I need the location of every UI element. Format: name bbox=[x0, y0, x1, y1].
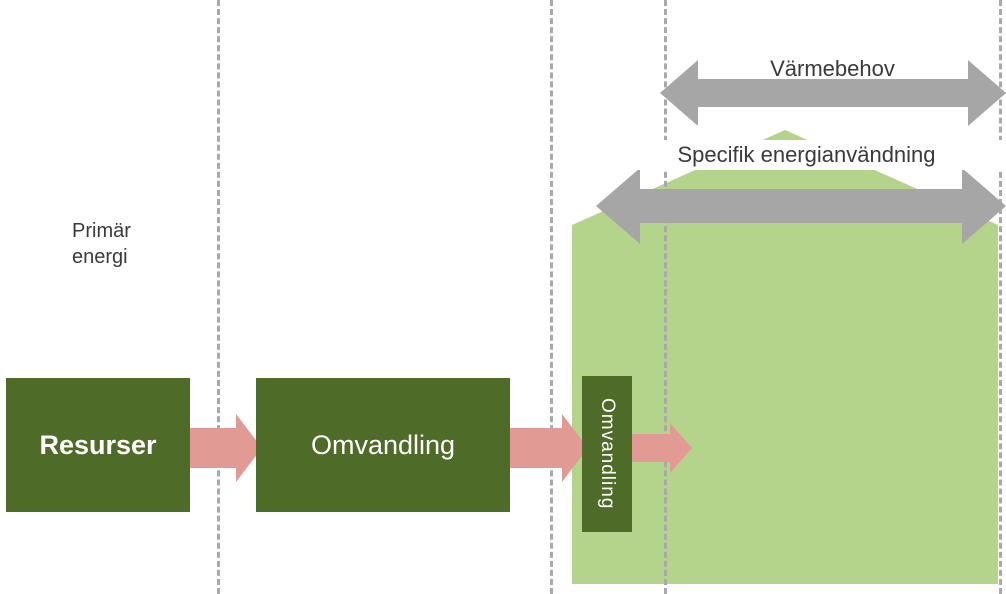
primar-energi-label: Primärenergi bbox=[72, 218, 202, 270]
omvandling-small-box-label: Omvandling bbox=[596, 398, 618, 509]
boundary-line-2 bbox=[550, 0, 553, 594]
specifik-range-arrow bbox=[596, 168, 1006, 244]
flow-arrow-2 bbox=[504, 414, 588, 482]
resurser-box-label: Resurser bbox=[39, 430, 156, 461]
flow-arrow-1 bbox=[186, 414, 262, 482]
varmebehov-label: Värmebehov bbox=[665, 56, 1000, 82]
specifik-energianvandning-label: Specifik energianvändning bbox=[600, 140, 1006, 170]
boundary-line-1 bbox=[217, 0, 220, 594]
resurser-box: Resurser bbox=[6, 378, 190, 512]
flow-arrow-3 bbox=[628, 423, 692, 473]
diagram-stage: { "canvas": { "width": 1006, "height": 5… bbox=[0, 0, 1006, 594]
omvandling-small-box: Omvandling bbox=[582, 376, 632, 532]
omvandling-box: Omvandling bbox=[256, 378, 510, 512]
omvandling-box-label: Omvandling bbox=[311, 430, 455, 461]
